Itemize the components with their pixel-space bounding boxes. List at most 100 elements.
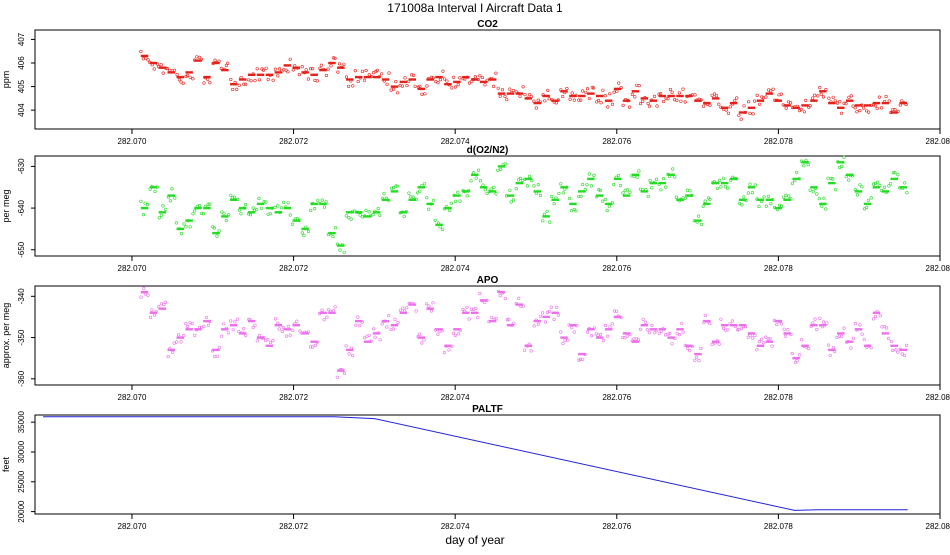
data-point [764, 95, 768, 99]
data-point [557, 191, 561, 196]
data-point [833, 99, 837, 103]
data-point [580, 357, 585, 361]
data-point [601, 199, 605, 203]
data-point [737, 113, 741, 117]
data-point [589, 184, 594, 188]
data-point [769, 202, 773, 206]
data-point [561, 94, 565, 99]
data-point [795, 359, 799, 363]
data-point [748, 111, 752, 115]
data-point [347, 216, 351, 220]
data-point [358, 324, 362, 328]
data-point [153, 313, 157, 317]
data-point [378, 338, 382, 342]
data-point [322, 205, 327, 209]
data-point [239, 212, 243, 216]
data-point [149, 315, 153, 320]
data-point [733, 99, 737, 103]
data-point [873, 104, 877, 108]
data-point [721, 326, 726, 330]
data-point [193, 333, 197, 338]
data-point [173, 196, 177, 200]
data-point [840, 334, 844, 338]
data-point [295, 319, 299, 323]
data-point [674, 195, 679, 199]
data-point [561, 341, 565, 346]
data-point [251, 325, 255, 330]
data-point [693, 358, 697, 362]
data-point [673, 175, 677, 179]
data-point [511, 88, 515, 93]
data-point [831, 95, 835, 99]
data-point [442, 351, 447, 355]
data-point [255, 339, 259, 343]
data-point [750, 191, 755, 195]
data-point [543, 320, 548, 324]
data-point [508, 87, 512, 91]
plot-frame [34, 29, 941, 130]
data-point [635, 175, 639, 179]
data-point [655, 104, 659, 108]
data-point [607, 204, 611, 208]
data-point [353, 69, 357, 73]
data-point [900, 99, 904, 103]
data-point [351, 84, 355, 88]
data-point [891, 348, 895, 353]
data-point [603, 94, 607, 98]
data-point [783, 334, 788, 338]
data-point [887, 99, 891, 103]
data-point [425, 84, 429, 88]
data-point [786, 328, 790, 332]
data-point [623, 336, 627, 340]
data-point [356, 315, 360, 319]
data-point [139, 49, 143, 54]
data-point [335, 375, 339, 379]
data-point [703, 199, 707, 203]
data-point [376, 207, 380, 211]
data-point [395, 184, 399, 188]
data-point [285, 334, 289, 338]
data-point [598, 333, 603, 337]
data-point [480, 75, 485, 80]
data-point [820, 204, 824, 208]
data-point [231, 87, 235, 92]
data-point [349, 217, 353, 221]
data-point [802, 164, 806, 168]
data-point [699, 222, 704, 226]
data-point [186, 73, 190, 78]
y-axis-label: ppm [1, 71, 11, 89]
data-point [869, 196, 873, 200]
data-point [474, 176, 478, 180]
data-point [231, 328, 235, 332]
x-tick-label: 282.074 [441, 137, 470, 146]
data-point [333, 56, 337, 61]
data-point [605, 208, 609, 213]
data-point [336, 70, 340, 74]
data-point [410, 73, 414, 77]
data-point [391, 186, 396, 190]
data-point [367, 210, 371, 214]
y-tick-label: 30000 [17, 440, 26, 463]
data-point [637, 83, 641, 88]
data-point [577, 194, 581, 199]
data-point [643, 320, 648, 324]
data-point [277, 67, 282, 71]
data-point [728, 105, 732, 109]
data-point [507, 317, 511, 321]
data-point [441, 227, 445, 231]
data-point [753, 183, 757, 187]
y-axis-label: per meg [1, 189, 11, 222]
data-point [552, 317, 556, 322]
data-point [601, 339, 606, 343]
x-tick-label: 282.078 [764, 264, 793, 273]
data-point [605, 334, 610, 338]
data-point [273, 67, 277, 71]
data-point [181, 81, 185, 85]
data-point [441, 69, 445, 73]
data-point [179, 232, 184, 236]
data-point [159, 213, 163, 217]
data-point [327, 308, 331, 312]
data-point [585, 87, 590, 91]
data-point [668, 331, 672, 336]
